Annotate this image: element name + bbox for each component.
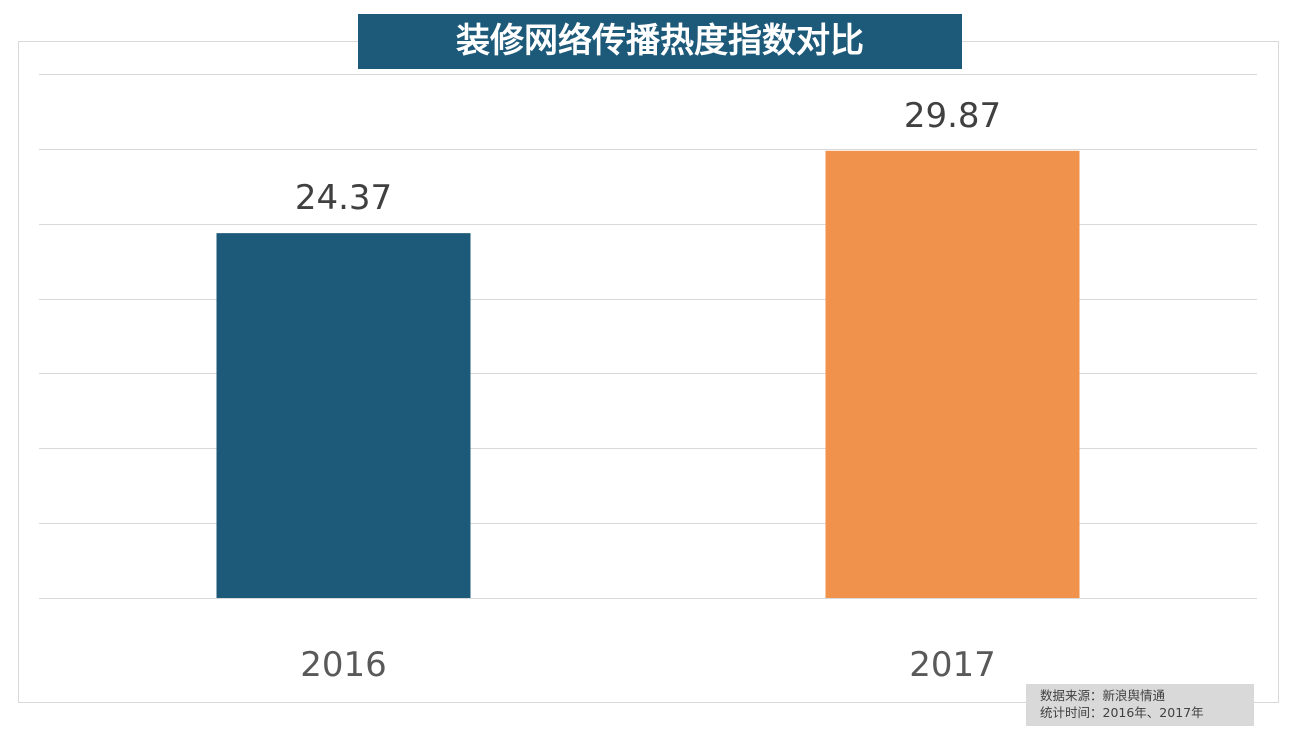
chart-title: 装修网络传播热度指数对比	[358, 14, 962, 69]
x-tick-label: 2017	[909, 645, 996, 685]
bar-2017	[825, 150, 1080, 599]
data-label: 29.87	[904, 96, 1001, 136]
bar-2016	[216, 233, 471, 598]
data-label: 24.37	[295, 178, 392, 218]
source-note: 数据来源：新浪舆情通 统计时间：2016年、2017年	[1026, 684, 1254, 726]
x-tick-label: 2016	[300, 645, 387, 685]
period-line: 统计时间：2016年、2017年	[1040, 705, 1204, 720]
source-line: 数据来源：新浪舆情通	[1040, 688, 1166, 703]
